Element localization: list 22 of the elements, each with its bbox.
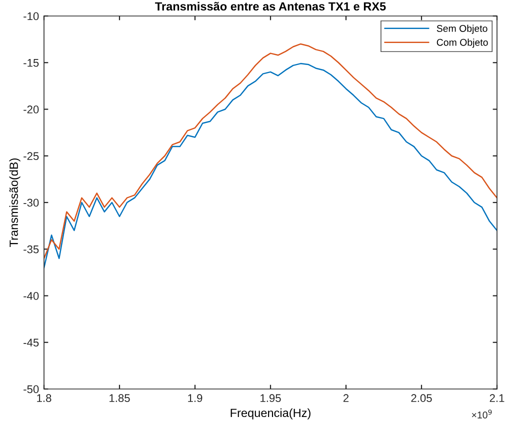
y-tick-label: -30 <box>24 198 39 207</box>
x-tick-label: 2.1 <box>490 394 504 402</box>
y-tick-label: -25 <box>24 152 39 160</box>
x-axis-title: Frequencia(Hz) <box>230 408 310 420</box>
y-tick-label: -10 <box>24 12 39 20</box>
y-tick-label: -15 <box>24 59 39 67</box>
y-axis-title: Transmissão(dB) <box>9 158 20 247</box>
x-tick-label: 2.05 <box>411 394 432 402</box>
legend-label: Com Objeto <box>436 38 488 48</box>
y-tick-label: -35 <box>24 245 39 254</box>
text: ×10$^{9}$ <box>472 410 492 418</box>
x-tick-label: 2 <box>343 394 349 402</box>
x-tick-label: 1.9 <box>188 394 202 402</box>
x-tick-label: 1.85 <box>110 394 130 402</box>
x-tick-label: 1.95 <box>260 394 281 402</box>
y-tick-label: -45 <box>24 338 39 347</box>
y-tick-label: -20 <box>24 106 39 114</box>
x-tick-label: 1.8 <box>37 394 52 402</box>
y-tick-label: -50 <box>24 385 39 394</box>
y-tick-label: -40 <box>24 292 39 300</box>
chart-title: Transmissão entre as Antenas TX1 e RX5 <box>155 2 386 11</box>
legend-label: Sem Objeto <box>436 24 488 34</box>
